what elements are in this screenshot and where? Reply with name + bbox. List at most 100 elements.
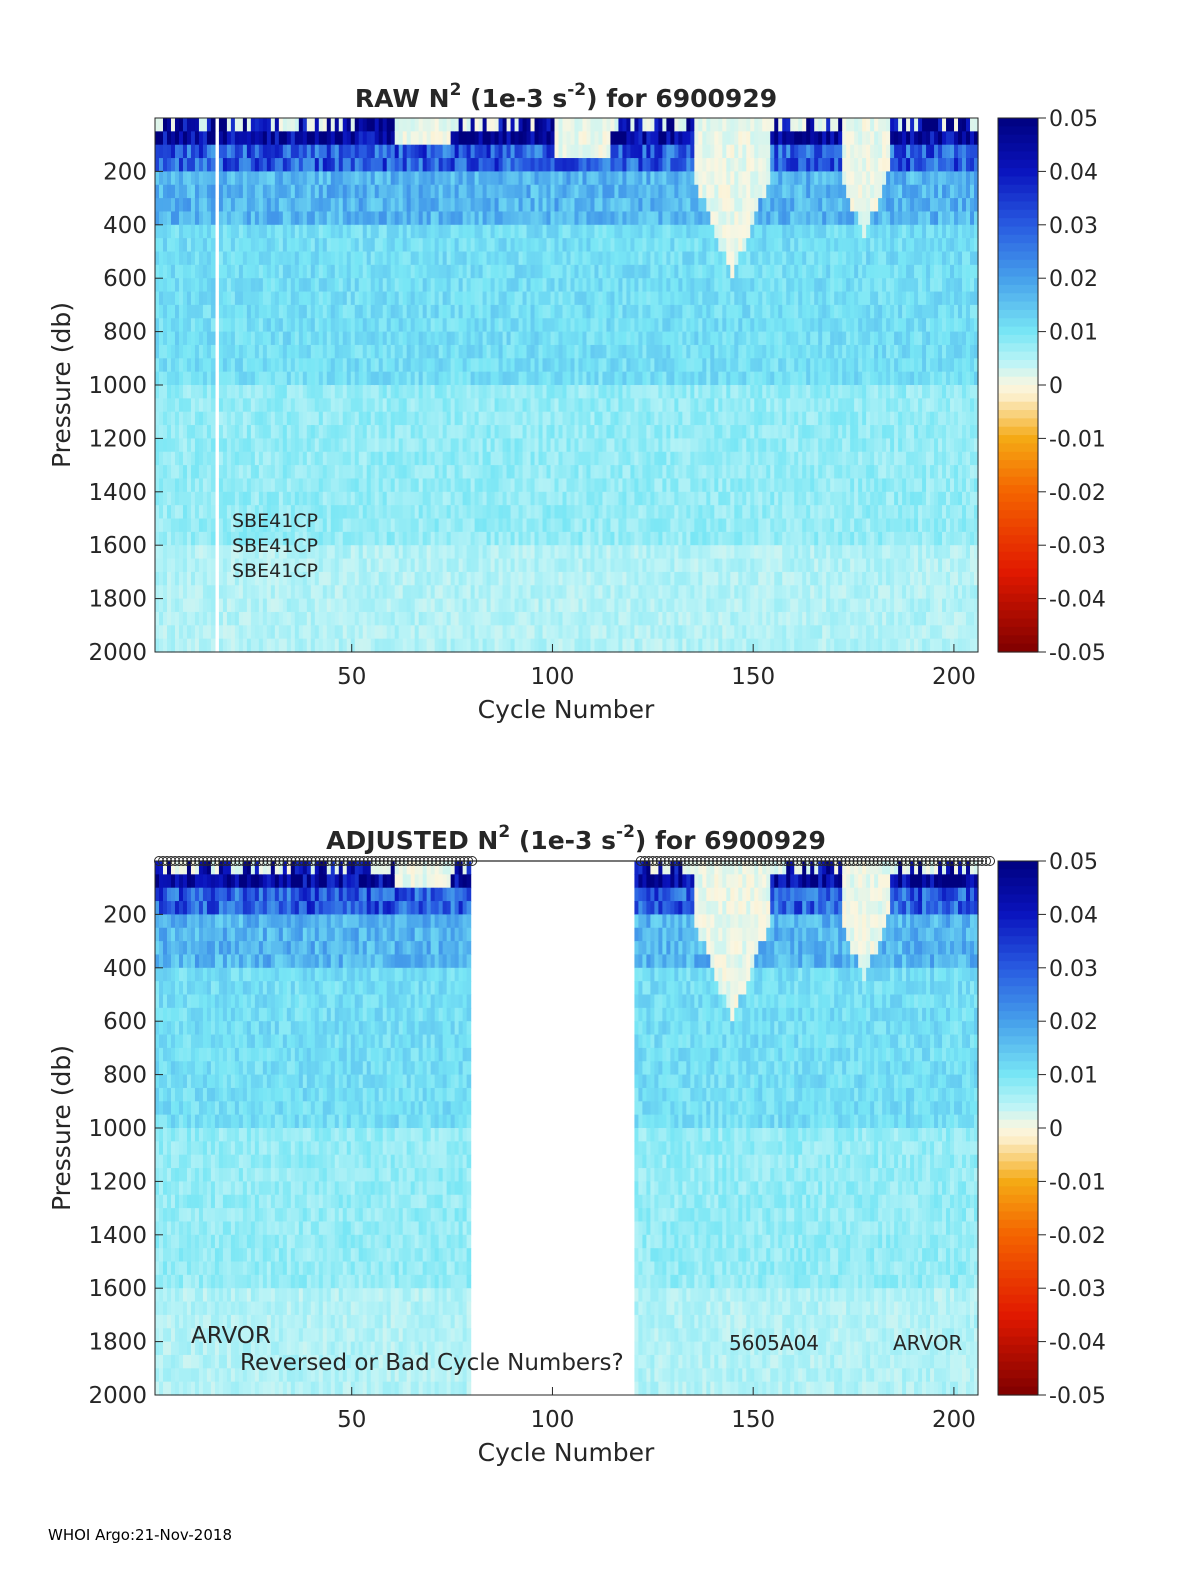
heatmap-cell bbox=[178, 411, 184, 426]
heatmap-cell bbox=[638, 611, 644, 626]
heatmap-cell bbox=[606, 131, 612, 146]
heatmap-cell bbox=[370, 331, 376, 346]
heatmap-cell bbox=[382, 598, 388, 613]
heatmap-cell bbox=[582, 131, 588, 146]
heatmap-cell bbox=[390, 371, 396, 386]
heatmap-cell bbox=[418, 385, 424, 399]
heatmap-cell bbox=[558, 638, 564, 653]
heatmap-cell bbox=[362, 344, 368, 359]
heatmap-cell bbox=[174, 451, 180, 466]
heatmap-cell bbox=[522, 198, 528, 213]
heatmap-cell bbox=[638, 158, 644, 172]
heatmap-cell bbox=[622, 398, 628, 413]
heatmap-cell bbox=[458, 158, 464, 172]
heatmap-cell bbox=[574, 425, 580, 439]
heatmap-cell bbox=[626, 304, 632, 319]
heatmap-cell bbox=[174, 331, 180, 346]
heatmap-cell bbox=[602, 571, 608, 586]
heatmap-cell bbox=[582, 611, 588, 626]
heatmap-cell bbox=[318, 398, 324, 413]
heatmap-cell bbox=[206, 264, 212, 279]
heatmap-cell bbox=[482, 385, 488, 399]
heatmap-cell bbox=[354, 131, 360, 146]
heatmap-cell bbox=[594, 251, 600, 266]
heatmap-cell bbox=[570, 331, 576, 346]
heatmap-cell bbox=[174, 585, 180, 600]
heatmap-cell bbox=[230, 344, 236, 359]
heatmap-cell bbox=[170, 518, 176, 533]
heatmap-cell bbox=[178, 224, 184, 239]
heatmap-cell bbox=[194, 318, 200, 333]
heatmap-cell bbox=[334, 251, 340, 266]
heatmap-cell bbox=[170, 278, 176, 293]
heatmap-cell bbox=[386, 251, 392, 266]
heatmap-cell bbox=[310, 144, 316, 159]
heatmap-cell bbox=[410, 558, 416, 573]
heatmap-cell bbox=[250, 385, 256, 399]
heatmap-cell bbox=[174, 131, 180, 146]
heatmap-cell bbox=[242, 358, 248, 373]
heatmap-cell bbox=[426, 438, 432, 453]
heatmap-cell bbox=[478, 571, 484, 586]
heatmap-cell bbox=[374, 131, 380, 146]
heatmap-cell bbox=[258, 238, 264, 253]
heatmap-cell bbox=[190, 158, 196, 172]
heatmap-cell bbox=[438, 505, 444, 520]
heatmap-cell bbox=[542, 585, 548, 600]
heatmap-cell bbox=[159, 251, 164, 266]
heatmap-cell bbox=[350, 558, 356, 573]
heatmap-cell bbox=[402, 385, 408, 399]
heatmap-cell bbox=[414, 371, 420, 386]
heatmap-cell bbox=[558, 158, 564, 172]
heatmap-cell bbox=[278, 238, 284, 253]
heatmap-cell bbox=[630, 518, 636, 533]
heatmap-cell bbox=[174, 304, 180, 319]
heatmap-cell bbox=[350, 304, 356, 319]
heatmap-cell bbox=[626, 491, 632, 506]
heatmap-cell bbox=[266, 158, 272, 172]
heatmap-cell bbox=[322, 611, 328, 626]
heatmap-cell bbox=[514, 611, 520, 626]
heatmap-cell bbox=[458, 278, 464, 293]
heatmap-cell bbox=[342, 518, 348, 533]
heatmap-cell bbox=[438, 184, 444, 199]
heatmap-cell bbox=[162, 478, 168, 493]
heatmap-cell bbox=[466, 398, 472, 413]
heatmap-cell bbox=[614, 331, 620, 346]
heatmap-cell bbox=[194, 358, 200, 373]
heatmap-cell bbox=[614, 558, 620, 573]
heatmap-cell bbox=[159, 491, 164, 506]
heatmap-cell bbox=[194, 451, 200, 466]
heatmap-cell bbox=[514, 478, 520, 493]
heatmap-cell bbox=[654, 291, 659, 306]
heatmap-cell bbox=[290, 184, 296, 199]
heatmap-cell bbox=[594, 278, 600, 293]
heatmap-cell bbox=[378, 585, 384, 600]
heatmap-cell bbox=[558, 505, 564, 520]
heatmap-cell bbox=[322, 518, 328, 533]
heatmap-cell bbox=[454, 385, 460, 399]
heatmap-cell bbox=[634, 531, 640, 546]
heatmap-cell bbox=[550, 491, 556, 506]
heatmap-cell bbox=[546, 344, 552, 359]
heatmap-cell bbox=[346, 491, 352, 506]
heatmap-cell bbox=[358, 411, 364, 426]
heatmap-cell bbox=[326, 545, 332, 560]
heatmap-cell bbox=[610, 224, 616, 239]
heatmap-cell bbox=[638, 531, 644, 546]
heatmap-cell bbox=[178, 331, 184, 346]
heatmap-cell bbox=[558, 118, 564, 132]
heatmap-cell bbox=[314, 425, 320, 439]
heatmap-cell bbox=[506, 211, 512, 226]
heatmap-cell bbox=[262, 278, 268, 293]
heatmap-cell bbox=[446, 438, 452, 453]
heatmap-cell bbox=[178, 251, 184, 266]
heatmap-cell bbox=[566, 625, 572, 640]
heatmap-cell bbox=[234, 264, 240, 279]
heatmap-cell bbox=[590, 131, 596, 146]
heatmap-cell bbox=[602, 518, 608, 533]
heatmap-cell bbox=[306, 598, 312, 613]
heatmap-cell bbox=[218, 171, 224, 186]
heatmap-cell bbox=[398, 558, 404, 573]
heatmap-cell bbox=[618, 358, 624, 373]
